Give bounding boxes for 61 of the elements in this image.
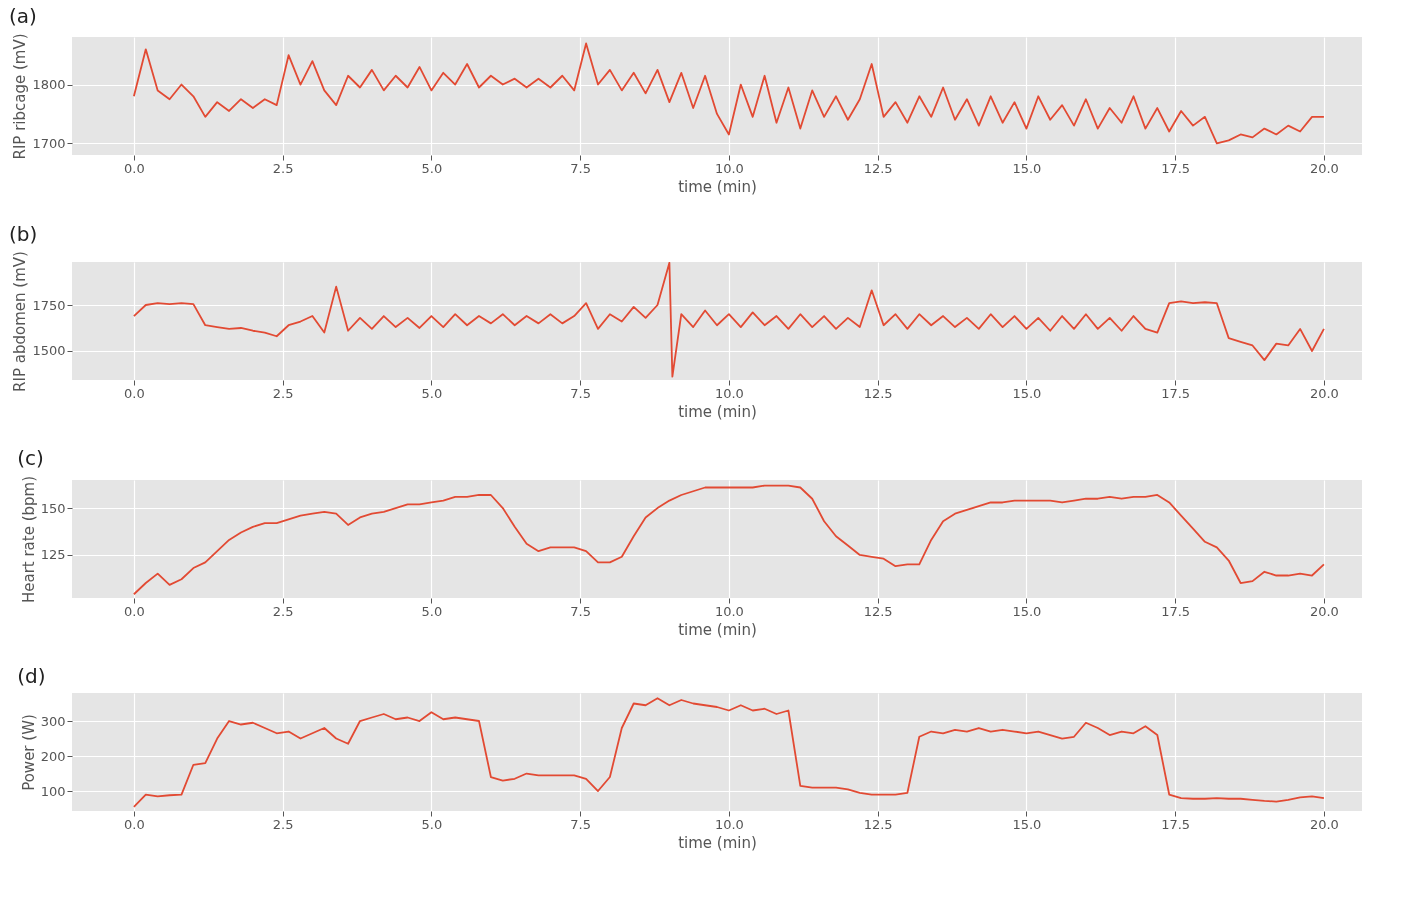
x-tick-label: 17.5 [1161,816,1191,832]
y-tick-label: 300 [40,713,66,729]
x-tick-label: 15.0 [1012,385,1042,401]
x-tick-label: 10.0 [714,603,744,619]
x-tick-label: 15.0 [1012,603,1042,619]
y-tick-label: 1800 [32,77,66,93]
y-axis-title: Power (W) [19,714,38,791]
line-series [132,484,1325,596]
x-tick-label: 12.5 [863,385,893,401]
x-tick-label: 2.5 [272,385,294,401]
y-tick-label: 125 [40,547,66,563]
x-tick-label: 10.0 [714,160,744,176]
x-tick-label: 20.0 [1309,385,1339,401]
x-tick-label: 5.0 [421,385,443,401]
chart-title: (d) [17,664,46,688]
y-tick-label: 1700 [32,135,66,151]
x-tick-label: 2.5 [272,160,294,176]
x-tick-label: 2.5 [272,816,294,832]
chart-title: (b) [8,221,38,246]
line-series [132,42,1325,145]
y-tick-label: 200 [40,748,66,764]
y-tick-label: 100 [40,783,66,799]
x-tick-label: 7.5 [570,603,591,619]
x-tick-label: 20.0 [1309,816,1339,832]
x-tick-label: 20.0 [1309,160,1339,176]
x-axis-title: time (min) [678,402,757,421]
x-tick-label: 12.5 [863,160,893,176]
x-tick-label: 5.0 [421,603,443,619]
x-axis-title: time (min) [678,833,757,852]
x-tick-label: 17.5 [1161,603,1191,619]
x-tick-label: 12.5 [863,816,893,832]
x-tick-label: 7.5 [570,816,591,832]
y-tick-label: 1500 [32,343,66,359]
x-tick-label: 5.0 [421,160,443,176]
x-tick-label: 0.0 [124,385,145,401]
line-series [132,262,1325,378]
x-tick-label: 5.0 [421,816,443,832]
x-tick-label: 10.0 [714,385,744,401]
x-tick-label: 20.0 [1309,603,1339,619]
x-tick-label: 15.0 [1012,816,1042,832]
x-axis-title: time (min) [678,620,757,639]
x-tick-label: 15.0 [1012,160,1042,176]
x-tick-label: 17.5 [1161,385,1191,401]
y-tick-label: 150 [40,500,66,516]
y-axis-title: Heart rate (bpm) [19,475,38,604]
x-tick-label: 10.0 [714,816,744,832]
x-tick-label: 7.5 [570,385,591,401]
line-series [132,697,1325,808]
y-axis-title: RIP abdomen (mV) [11,251,30,392]
x-tick-label: 12.5 [863,603,893,619]
x-tick-label: 2.5 [272,603,294,619]
x-tick-label: 0.0 [124,816,145,832]
y-tick-label: 1750 [32,297,66,313]
x-tick-label: 7.5 [570,160,591,176]
chart-title: (c) [17,446,44,471]
y-axis-title: RIP ribcage (mV) [11,33,30,160]
x-tick-label: 0.0 [124,603,145,619]
x-tick-label: 17.5 [1161,160,1191,176]
x-axis-title: time (min) [678,177,757,196]
chart-title: (a) [8,3,37,28]
x-tick-label: 0.0 [124,160,145,176]
